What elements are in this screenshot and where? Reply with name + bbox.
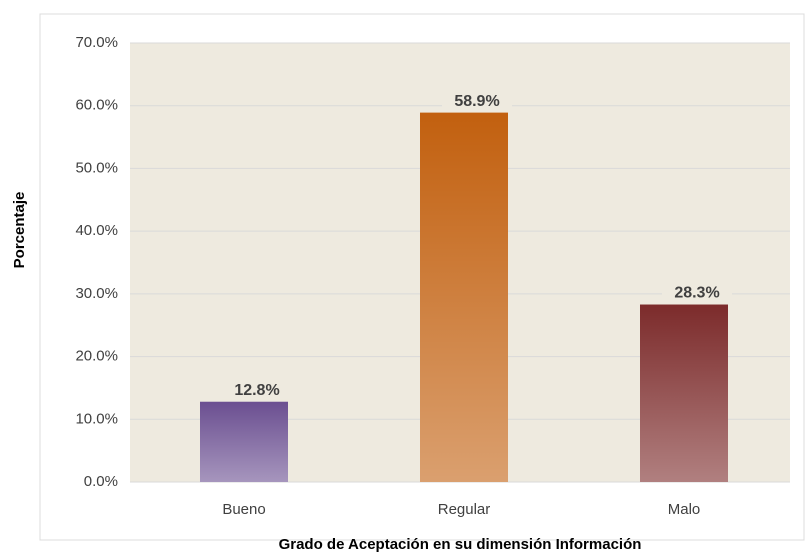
data-label-bg <box>662 282 732 303</box>
y-tick-label: 0.0% <box>84 473 118 490</box>
y-tick-label: 60.0% <box>75 97 118 114</box>
data-label-bg <box>222 379 292 400</box>
x-tick-label: Malo <box>668 501 701 518</box>
bar-shine <box>420 112 508 482</box>
y-tick-label: 30.0% <box>75 285 118 302</box>
data-label: 28.3% <box>674 285 719 302</box>
y-tick-label: 20.0% <box>75 348 118 365</box>
x-tick-label: Bueno <box>222 501 265 518</box>
bar-shine <box>640 304 728 482</box>
data-label: 58.9% <box>454 93 499 110</box>
bar-shine <box>200 401 288 482</box>
x-tick-label: Regular <box>438 501 491 518</box>
y-tick-label: 10.0% <box>75 410 118 427</box>
chart-frame <box>39 13 805 541</box>
y-tick-label: 70.0% <box>75 34 118 51</box>
x-axis-title: Grado de Aceptación en su dimensión Info… <box>279 536 642 553</box>
data-label-bg <box>442 90 512 111</box>
y-axis-title: Porcentaje <box>11 192 28 269</box>
y-tick-label: 40.0% <box>75 222 118 239</box>
y-tick-label: 50.0% <box>75 159 118 176</box>
data-label: 12.8% <box>234 382 279 399</box>
